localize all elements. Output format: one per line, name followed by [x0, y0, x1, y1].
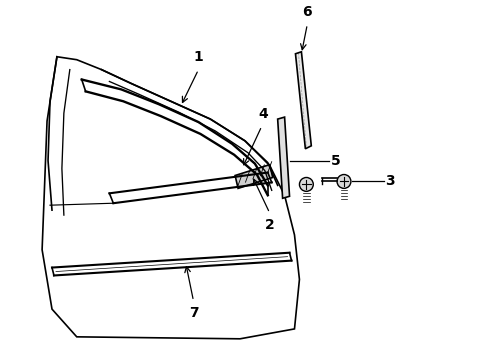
Polygon shape [235, 165, 273, 188]
Circle shape [337, 175, 351, 188]
Polygon shape [278, 117, 290, 198]
Text: 7: 7 [189, 306, 198, 320]
Text: 3: 3 [386, 175, 395, 188]
Text: 4: 4 [258, 107, 268, 121]
Text: 2: 2 [265, 218, 274, 232]
Text: 6: 6 [302, 5, 312, 19]
Polygon shape [295, 52, 311, 149]
Text: 5: 5 [331, 154, 341, 168]
Circle shape [299, 177, 313, 192]
Text: 1: 1 [194, 50, 203, 64]
